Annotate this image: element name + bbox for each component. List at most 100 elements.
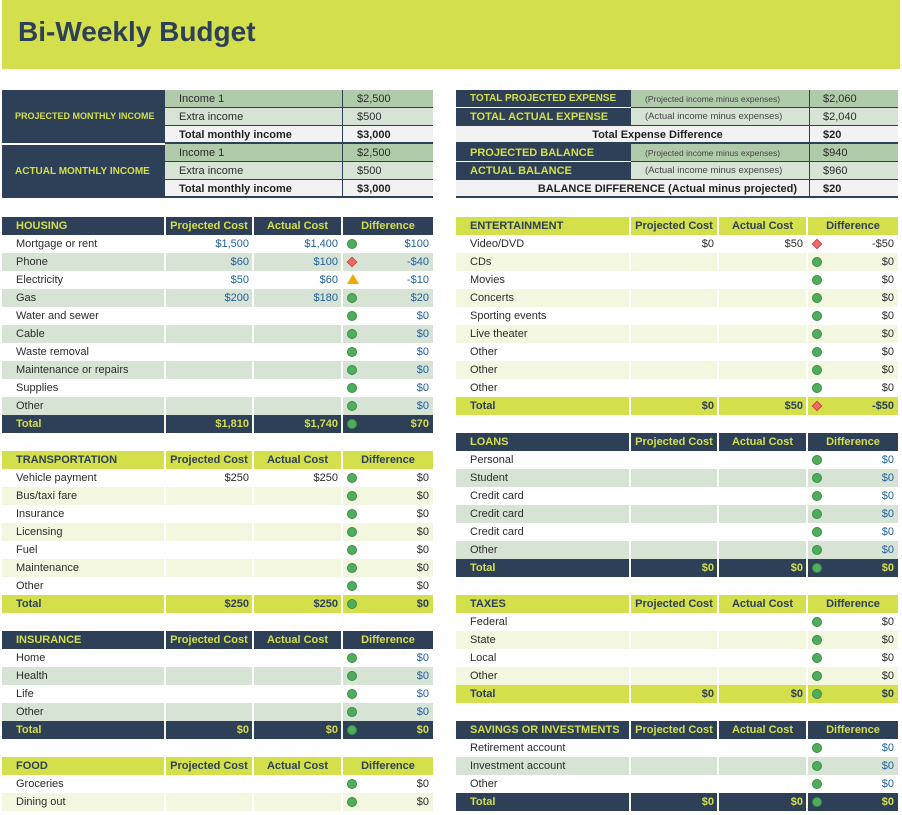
projected-cost-cell[interactable]: $50	[166, 271, 254, 289]
actual-cost-cell[interactable]	[254, 793, 343, 811]
actual-cost-cell[interactable]	[719, 379, 808, 397]
column-header-actual[interactable]: Actual Cost	[254, 757, 343, 775]
actual-cost-cell[interactable]	[719, 289, 808, 307]
projected-cost-cell[interactable]	[631, 289, 719, 307]
actual-cost-cell[interactable]: $250	[254, 469, 343, 487]
column-header-projected[interactable]: Projected Cost	[631, 217, 719, 235]
column-header-difference[interactable]: Difference	[826, 598, 880, 610]
projected-cost-cell[interactable]: $60	[166, 253, 254, 271]
act-extra-income-value[interactable]: $500	[342, 162, 433, 180]
actual-cost-cell[interactable]	[254, 523, 343, 541]
actual-cost-cell[interactable]	[719, 739, 808, 757]
row-label[interactable]: Vehicle payment	[2, 469, 166, 487]
projected-cost-cell[interactable]	[631, 469, 719, 487]
column-header-actual[interactable]: Actual Cost	[719, 595, 808, 613]
projected-cost-cell[interactable]	[631, 541, 719, 559]
projected-cost-cell[interactable]	[166, 397, 254, 415]
projected-cost-cell[interactable]	[631, 667, 719, 685]
row-label[interactable]: Maintenance	[2, 559, 166, 577]
projected-cost-cell[interactable]	[166, 793, 254, 811]
actual-cost-cell[interactable]: $1,400	[254, 235, 343, 253]
act-income-1-value[interactable]: $2,500	[342, 144, 433, 162]
row-label[interactable]: Other	[456, 343, 631, 361]
projected-cost-cell[interactable]	[631, 739, 719, 757]
actual-cost-cell[interactable]	[254, 487, 343, 505]
actual-cost-cell[interactable]	[719, 253, 808, 271]
projected-cost-cell[interactable]	[166, 523, 254, 541]
projected-cost-cell[interactable]	[166, 559, 254, 577]
row-label[interactable]: Other	[456, 667, 631, 685]
row-label[interactable]: Retirement account	[456, 739, 631, 757]
column-header-projected[interactable]: Projected Cost	[631, 433, 719, 451]
projected-cost-cell[interactable]	[166, 703, 254, 721]
actual-cost-cell[interactable]	[719, 775, 808, 793]
row-label[interactable]: CDs	[456, 253, 631, 271]
actual-cost-cell[interactable]	[254, 667, 343, 685]
row-label[interactable]: Movies	[456, 271, 631, 289]
actual-cost-cell[interactable]: $60	[254, 271, 343, 289]
row-label[interactable]: Other	[456, 361, 631, 379]
column-header-actual[interactable]: Actual Cost	[719, 721, 808, 739]
actual-cost-cell[interactable]	[719, 307, 808, 325]
column-header-projected[interactable]: Projected Cost	[166, 631, 254, 649]
row-label[interactable]: Concerts	[456, 289, 631, 307]
actual-cost-cell[interactable]	[254, 559, 343, 577]
row-label[interactable]: Home	[2, 649, 166, 667]
row-label[interactable]: State	[456, 631, 631, 649]
row-label[interactable]: Water and sewer	[2, 307, 166, 325]
projected-cost-cell[interactable]	[631, 379, 719, 397]
projected-cost-cell[interactable]	[166, 487, 254, 505]
projected-cost-cell[interactable]	[631, 325, 719, 343]
projected-cost-cell[interactable]: $0	[631, 235, 719, 253]
column-header-difference[interactable]: Difference	[826, 220, 880, 232]
row-label[interactable]: Cable	[2, 325, 166, 343]
projected-cost-cell[interactable]	[166, 505, 254, 523]
row-label[interactable]: Live theater	[456, 325, 631, 343]
actual-cost-cell[interactable]	[719, 541, 808, 559]
actual-cost-cell[interactable]	[719, 451, 808, 469]
actual-cost-cell[interactable]	[254, 343, 343, 361]
projected-cost-cell[interactable]	[631, 361, 719, 379]
row-label[interactable]: Other	[456, 775, 631, 793]
projected-cost-cell[interactable]	[166, 361, 254, 379]
actual-cost-cell[interactable]	[719, 271, 808, 289]
row-label[interactable]: Federal	[456, 613, 631, 631]
actual-cost-cell[interactable]	[254, 361, 343, 379]
row-label[interactable]: Other	[2, 703, 166, 721]
projected-cost-cell[interactable]	[631, 631, 719, 649]
projected-cost-cell[interactable]	[631, 343, 719, 361]
actual-cost-cell[interactable]	[719, 523, 808, 541]
projected-cost-cell[interactable]	[166, 307, 254, 325]
row-label[interactable]: Groceries	[2, 775, 166, 793]
actual-cost-cell[interactable]	[719, 649, 808, 667]
projected-cost-cell[interactable]	[631, 253, 719, 271]
projected-cost-cell[interactable]	[631, 649, 719, 667]
row-label[interactable]: Gas	[2, 289, 166, 307]
actual-cost-cell[interactable]	[254, 577, 343, 595]
column-header-actual[interactable]: Actual Cost	[254, 631, 343, 649]
actual-cost-cell[interactable]	[254, 685, 343, 703]
row-label[interactable]: Maintenance or repairs	[2, 361, 166, 379]
row-label[interactable]: Local	[456, 649, 631, 667]
column-header-difference[interactable]: Difference	[361, 220, 415, 232]
actual-cost-cell[interactable]: $180	[254, 289, 343, 307]
row-label[interactable]: Waste removal	[2, 343, 166, 361]
projected-cost-cell[interactable]	[166, 649, 254, 667]
projected-cost-cell[interactable]	[631, 307, 719, 325]
row-label[interactable]: Credit card	[456, 487, 631, 505]
actual-cost-cell[interactable]	[254, 703, 343, 721]
actual-cost-cell[interactable]	[254, 649, 343, 667]
projected-cost-cell[interactable]	[166, 667, 254, 685]
column-header-projected[interactable]: Projected Cost	[631, 721, 719, 739]
row-label[interactable]: Mortgage or rent	[2, 235, 166, 253]
row-label[interactable]: Health	[2, 667, 166, 685]
actual-cost-cell[interactable]: $50	[719, 235, 808, 253]
projected-cost-cell[interactable]	[166, 325, 254, 343]
projected-cost-cell[interactable]	[631, 487, 719, 505]
column-header-projected[interactable]: Projected Cost	[166, 451, 254, 469]
column-header-difference[interactable]: Difference	[361, 634, 415, 646]
row-label[interactable]: Other	[456, 541, 631, 559]
projected-cost-cell[interactable]	[166, 775, 254, 793]
column-header-difference[interactable]: Difference	[361, 760, 415, 772]
row-label[interactable]: Licensing	[2, 523, 166, 541]
